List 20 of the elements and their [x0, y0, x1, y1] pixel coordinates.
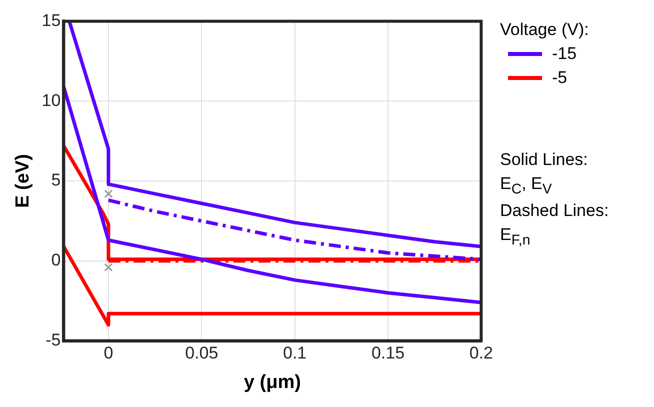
legend-label: -15	[552, 44, 577, 64]
x-tick-label: 0	[104, 344, 114, 363]
x-tick-label: 0.15	[371, 344, 405, 363]
legend-title: Voltage (V):	[500, 20, 590, 40]
y-axis-title: E (eV)	[12, 154, 34, 208]
line-series	[106, 198, 482, 262]
y-tick-label: 5	[51, 170, 61, 190]
x-tick-label: 0.2	[469, 344, 494, 363]
y-tick-label: -5	[46, 330, 61, 350]
x-tick-label: 0.05	[185, 344, 218, 363]
x-axis-title: y (μm)	[244, 372, 301, 393]
text: E$_{C}$, E$_{V}$	[500, 174, 553, 198]
text: E$_{F,n}$	[500, 225, 532, 249]
y-tick-label: 15	[42, 10, 61, 30]
legend-label: -5	[552, 68, 568, 88]
text: Dashed Lines:	[500, 201, 610, 222]
x-tick-label: 0.1	[282, 344, 307, 363]
text: Solid Lines:	[500, 150, 589, 170]
y-tick-label: 10	[42, 90, 61, 110]
y-tick-label: 0	[51, 250, 61, 270]
